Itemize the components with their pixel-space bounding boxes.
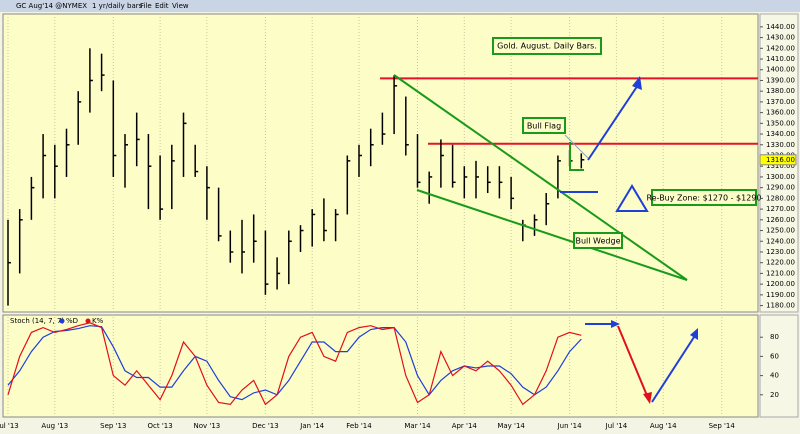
annotation-box [573,232,623,249]
y-tick-label: 1360.00 [766,109,795,117]
x-tick-label: Mar '14 [404,422,431,430]
annotation: Bull Flag [527,122,561,131]
drawings [393,74,698,404]
y-tick-label: 1430.00 [766,34,795,42]
x-tick-label: Dec '13 [252,422,279,430]
y-tick-label: 1260.00 [766,216,795,224]
wedge-line [393,74,688,281]
y-tick-label: 1240.00 [766,237,795,245]
x-tick-label: Jul '13 [0,422,19,430]
x-tick-label: Apr '14 [452,422,478,430]
period[interactable]: 1 yr/daily bars [92,2,143,10]
stoch-axis [759,314,799,418]
legend-swatch [59,318,65,324]
x-tick-label: Jan '14 [299,422,324,430]
menu-item[interactable]: View [172,2,189,10]
y-tick-label: 1280.00 [766,194,795,202]
y-tick-label: 1410.00 [766,55,795,63]
y-tick-label: 1250.00 [766,227,795,235]
x-tick-label: Jul '14 [605,422,628,430]
annotation-box [522,117,566,134]
y-tick-label: 60 [770,352,779,360]
y-tick-label: 40 [770,372,779,380]
title-box [492,37,602,55]
y-tick-label: 1190.00 [766,291,795,299]
symbol[interactable]: GC Aug'14 @NYMEX [16,2,87,10]
stoch-line [7,325,582,401]
y-tick-label: 1330.00 [766,141,795,149]
toolbar [0,0,800,12]
y-tick-label: 1300.00 [766,173,795,181]
wedge-line [416,189,688,281]
x-tick-label: May '14 [497,422,525,430]
stoch-line [7,322,582,406]
arrow-head [611,320,620,328]
y-tick-label: 1180.00 [766,302,795,310]
y-tick-label: 1270.00 [766,205,795,213]
x-tick-label: Sep '13 [100,422,126,430]
arrow-head [690,328,698,340]
y-tick-label: 1390.00 [766,76,795,84]
y-tick-label: 1380.00 [766,87,795,95]
y-tick-label: 80 [770,333,779,341]
chart-title: Gold. August. Daily Bars. [497,42,597,51]
y-tick-label: 1370.00 [766,98,795,106]
menu-item[interactable]: Edit [155,2,169,10]
y-tick-label: 20 [770,391,779,399]
x-tick-label: Oct '13 [148,422,173,430]
y-tick-label: 1420.00 [766,44,795,52]
x-tick-label: Aug '13 [41,422,68,430]
legend-swatch [85,318,91,324]
y-tick-label: 1310.00 [766,162,795,170]
stoch-title: Stoch (14, 7, 7) [10,317,64,325]
arrow-head [632,76,642,90]
x-tick-label: Nov '13 [194,422,221,430]
x-tick-label: Jun '14 [557,422,583,430]
y-tick-label: 1440.00 [766,23,795,31]
annotation-box [651,189,757,206]
annotation: Bull Wedge [576,237,621,246]
legend-label: K% [92,317,104,325]
flag [569,142,584,171]
y-tick-label: 1230.00 [766,248,795,256]
pointer [564,134,589,159]
price-panel [2,13,759,313]
y-tick-label: 1350.00 [766,119,795,127]
y-tick-label: 1200.00 [766,280,795,288]
y-tick-label: 1220.00 [766,259,795,267]
arrow [587,81,641,161]
y-tick-label: 1400.00 [766,66,795,74]
last-value-box [759,154,797,166]
menu-item[interactable]: File [140,2,152,10]
y-tick-label: 1340.00 [766,130,795,138]
x-tick-label: Feb '14 [346,422,372,430]
arrow-head [643,392,652,404]
x-tick-label: Aug '14 [650,422,677,430]
stoch-panel [2,314,759,418]
y-tick-label: 1210.00 [766,269,795,277]
last-value-label: 1316.00 [766,156,795,164]
arrow [651,333,697,403]
y-tick-label: 1290.00 [766,184,795,192]
x-tick-label: Sep '14 [709,422,736,430]
arrow [617,325,649,399]
annotation: Re-Buy Zone: $1270 - $1290 [646,194,761,203]
triangle [615,184,649,212]
legend-label: %D [66,317,78,325]
